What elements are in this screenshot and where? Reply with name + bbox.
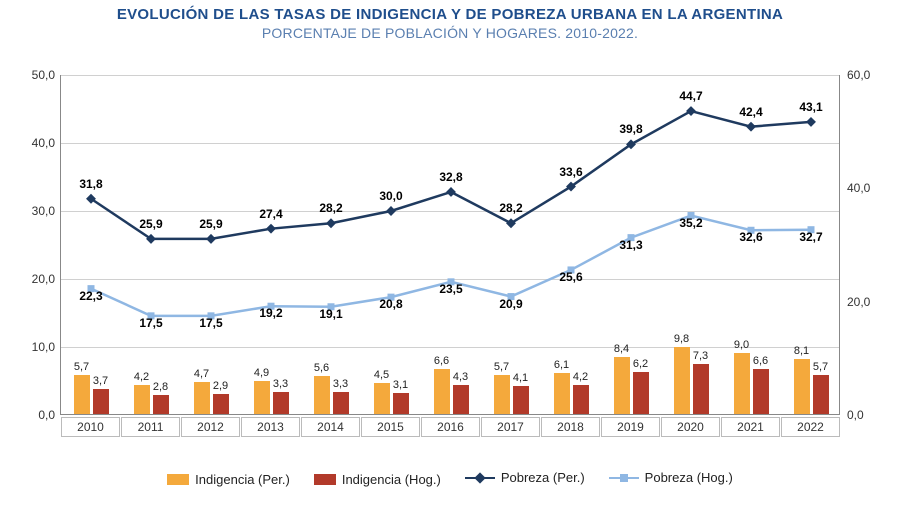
legend-label: Indigencia (Per.) <box>195 472 290 487</box>
legend-swatch <box>314 474 336 485</box>
pobreza-per-value-label: 44,7 <box>679 89 702 103</box>
pobreza-per-value-label: 32,8 <box>439 170 462 184</box>
pobreza-per-marker <box>746 122 756 132</box>
pobreza-per-value-label: 42,4 <box>739 105 762 119</box>
legend-label: Indigencia (Hog.) <box>342 472 441 487</box>
legend-item-indigencia-hog: Indigencia (Hog.) <box>314 472 441 487</box>
legend-swatch <box>609 471 639 485</box>
x-axis-tick: 2010 <box>61 417 120 437</box>
legend-swatch <box>465 471 495 485</box>
x-axis-tick: 2018 <box>541 417 600 437</box>
pobreza-per-value-label: 25,9 <box>199 217 222 231</box>
pobreza-hog-value-label: 19,2 <box>259 306 282 320</box>
y-axis-right-tick: 0,0 <box>847 408 889 422</box>
pobreza-per-value-label: 28,2 <box>499 201 522 215</box>
y-axis-right-tick: 60,0 <box>847 68 889 82</box>
pobreza-per-value-label: 43,1 <box>799 100 822 114</box>
pobreza-per-marker <box>806 117 816 127</box>
pobreza-hog-value-label: 25,6 <box>559 270 582 284</box>
pobreza-hog-value-label: 20,8 <box>379 297 402 311</box>
y-axis-left-tick: 10,0 <box>13 340 55 354</box>
pobreza-hog-value-label: 19,1 <box>319 307 342 321</box>
x-axis-tick: 2016 <box>421 417 480 437</box>
x-axis-tick: 2012 <box>181 417 240 437</box>
pobreza-hog-value-label: 22,3 <box>79 289 102 303</box>
y-axis-left-tick: 20,0 <box>13 272 55 286</box>
legend-item-pobreza-per: Pobreza (Per.) <box>465 470 585 485</box>
y-axis-right-tick: 20,0 <box>847 295 889 309</box>
x-axis-tick: 2014 <box>301 417 360 437</box>
x-axis-tick: 2021 <box>721 417 780 437</box>
legend-label: Pobreza (Per.) <box>501 470 585 485</box>
pobreza-hog-value-label: 20,9 <box>499 297 522 311</box>
pobreza-per-value-label: 27,4 <box>259 207 282 221</box>
pobreza-per-marker <box>686 106 696 116</box>
y-axis-left-tick: 30,0 <box>13 204 55 218</box>
pobreza-hog-value-label: 31,3 <box>619 238 642 252</box>
pobreza-hog-value-label: 32,6 <box>739 230 762 244</box>
x-axis-tick: 2015 <box>361 417 420 437</box>
x-axis-tick: 2019 <box>601 417 660 437</box>
pobreza-per-marker <box>266 224 276 234</box>
legend: Indigencia (Per.) Indigencia (Hog.) Pobrez… <box>0 470 900 488</box>
pobreza-per-marker <box>446 187 456 197</box>
legend-swatch <box>167 474 189 485</box>
pobreza-per-marker <box>206 234 216 244</box>
pobreza-per-value-label: 31,8 <box>79 177 102 191</box>
pobreza-hog-value-label: 17,5 <box>199 316 222 330</box>
y-axis-left-tick: 0,0 <box>13 408 55 422</box>
y-axis-left-tick: 50,0 <box>13 68 55 82</box>
chart-container: EVOLUCIÓN DE LAS TASAS DE INDIGENCIA Y D… <box>0 0 900 505</box>
pobreza-per-value-label: 33,6 <box>559 165 582 179</box>
pobreza-hog-value-label: 32,7 <box>799 230 822 244</box>
pobreza-hog-value-label: 23,5 <box>439 282 462 296</box>
pobreza-hog-value-label: 17,5 <box>139 316 162 330</box>
pobreza-hog-value-label: 35,2 <box>679 216 702 230</box>
pobreza-per-marker <box>386 206 396 216</box>
pobreza-per-value-label: 30,0 <box>379 189 402 203</box>
x-axis-tick: 2017 <box>481 417 540 437</box>
chart-title: EVOLUCIÓN DE LAS TASAS DE INDIGENCIA Y D… <box>0 0 900 23</box>
y-axis-left-tick: 40,0 <box>13 136 55 150</box>
x-axis-tick: 2020 <box>661 417 720 437</box>
legend-item-indigencia-per: Indigencia (Per.) <box>167 472 290 487</box>
plot-area: 0,010,020,030,040,050,00,020,040,060,020… <box>60 75 840 415</box>
pobreza-per-marker <box>326 218 336 228</box>
x-axis-tick: 2011 <box>121 417 180 437</box>
x-axis-tick: 2022 <box>781 417 840 437</box>
x-axis-tick: 2013 <box>241 417 300 437</box>
legend-item-pobreza-hog: Pobreza (Hog.) <box>609 470 733 485</box>
lines-layer <box>61 75 841 415</box>
y-axis-right-tick: 40,0 <box>847 181 889 195</box>
pobreza-per-value-label: 28,2 <box>319 201 342 215</box>
pobreza-per-value-label: 39,8 <box>619 122 642 136</box>
chart-subtitle: PORCENTAJE DE POBLACIÓN Y HOGARES. 2010-… <box>0 25 900 41</box>
pobreza-per-value-label: 25,9 <box>139 217 162 231</box>
legend-label: Pobreza (Hog.) <box>645 470 733 485</box>
